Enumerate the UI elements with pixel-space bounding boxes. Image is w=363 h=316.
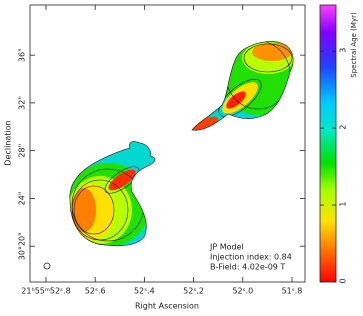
colorbar	[319, 4, 337, 283]
y-tick-label: 30°20"	[18, 232, 27, 260]
x-tick-label: 51ˢ.8	[282, 287, 303, 296]
x-tick-label: 21ʰ55ᵐ52ˢ.8	[21, 287, 70, 296]
x-tick-label: 52ˢ.4	[134, 287, 155, 296]
x-tick-label: 52ˢ.2	[183, 287, 204, 296]
colorbar-tick-label: 0	[339, 278, 348, 283]
y-tick-label: 32"	[18, 96, 27, 110]
colorbar-tick-label: 3	[339, 48, 348, 53]
x-tick-label: 52ˢ.0	[232, 287, 253, 296]
annotation: JP Model	[209, 243, 244, 252]
x-tick-label: 52ˢ.6	[85, 287, 106, 296]
y-tick-label: 24"	[18, 191, 27, 205]
colorbar-tick-label: 1	[339, 202, 348, 207]
y-tick-label: 36"	[18, 48, 27, 62]
annotation: B-Field: 4.02e-09 T	[210, 263, 285, 272]
annotation: Injection index: 0.84	[210, 253, 292, 262]
frame	[29, 4, 306, 283]
x-axis-label: Right Ascension	[135, 302, 199, 311]
lobe-outline	[69, 141, 156, 247]
beam	[43, 262, 51, 270]
lobe-outline	[191, 41, 294, 131]
y-tick-label: 28"	[18, 144, 27, 158]
colorbar-tick-label: 2	[339, 125, 348, 130]
colorbar-label: Spectral Age (Myr)	[350, 12, 358, 78]
lobe-south	[69, 141, 155, 246]
y-axis-label: Declination	[4, 120, 13, 165]
